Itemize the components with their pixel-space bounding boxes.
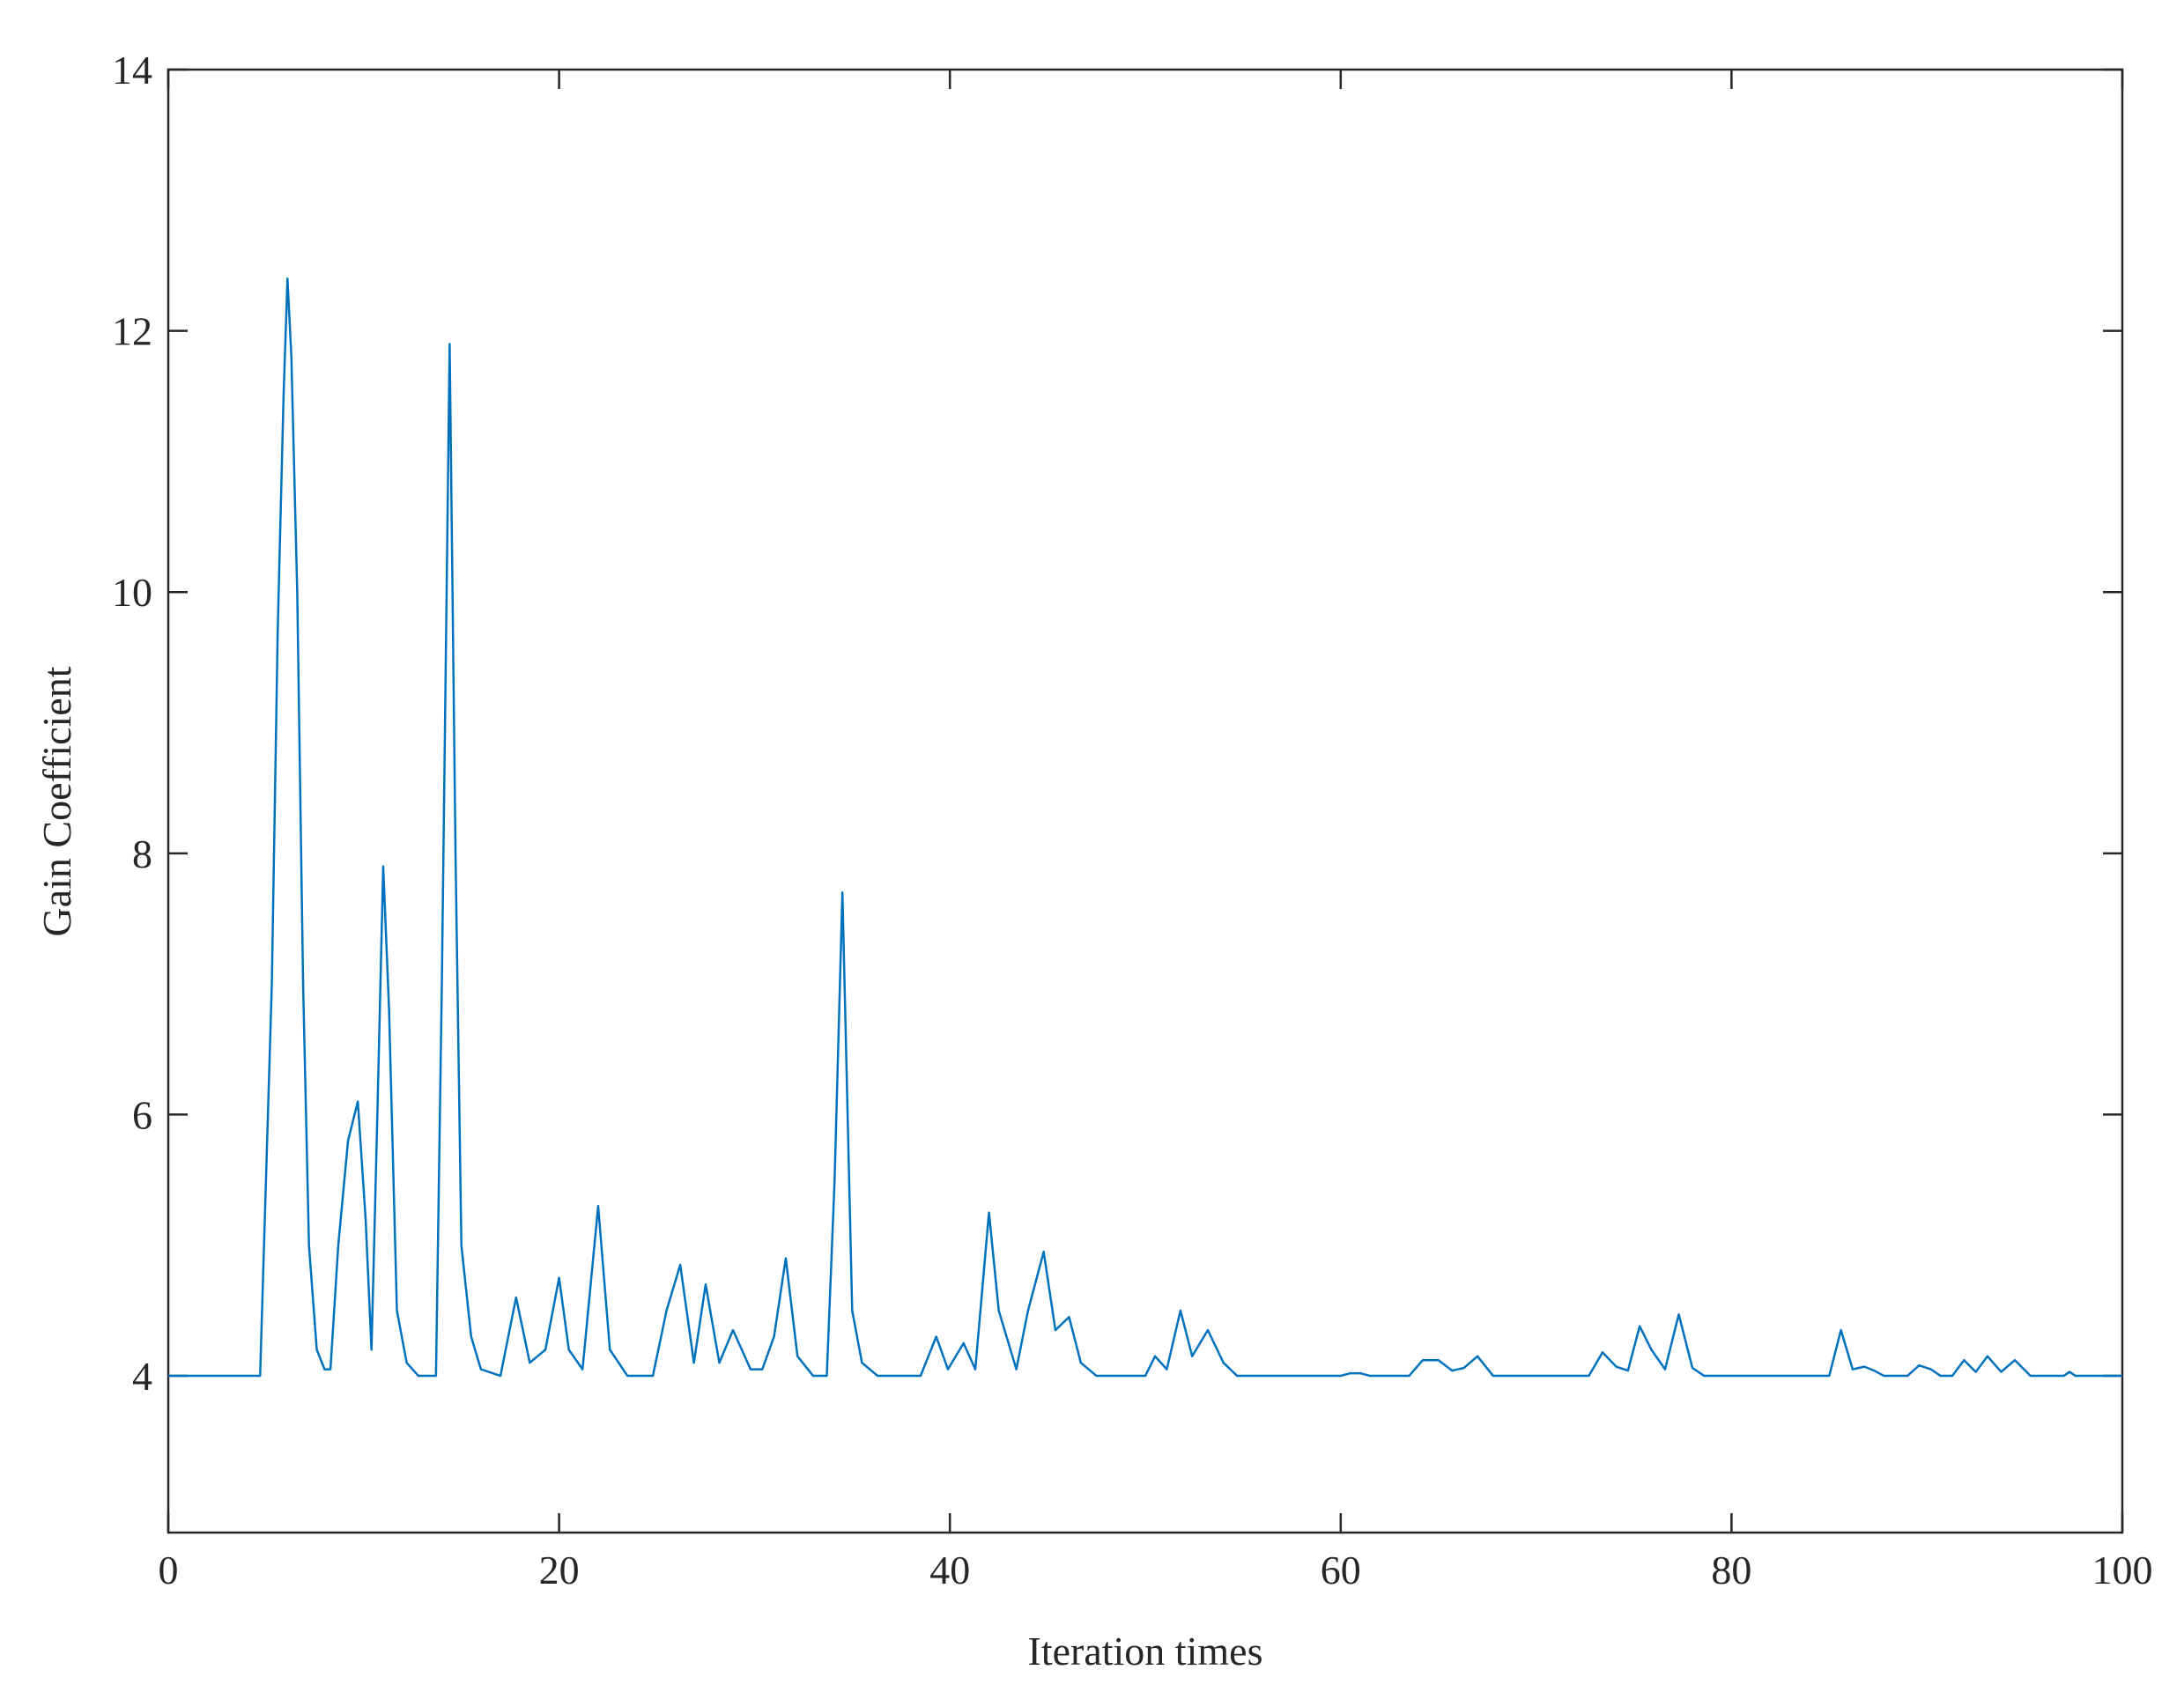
x-tick-label: 0 — [159, 1548, 179, 1592]
data-line — [168, 277, 2122, 1378]
y-tick-label: 10 — [112, 570, 152, 615]
y-tick-label: 12 — [112, 309, 152, 354]
x-tick-label: 40 — [929, 1548, 970, 1592]
y-tick-label: 4 — [132, 1354, 152, 1399]
x-axis-label: Iteration times — [1028, 1629, 1263, 1674]
y-tick-label: 6 — [132, 1092, 152, 1137]
y-tick-label: 14 — [112, 48, 152, 92]
x-tick-label: 100 — [2092, 1548, 2153, 1592]
x-tick-label: 60 — [1321, 1548, 1361, 1592]
y-axis-label: Gain Coefficient — [34, 666, 79, 936]
y-tick-label: 8 — [132, 831, 152, 876]
x-tick-label: 80 — [1711, 1548, 1751, 1592]
plot-area — [167, 68, 2124, 1534]
x-tick-label: 20 — [539, 1548, 580, 1592]
